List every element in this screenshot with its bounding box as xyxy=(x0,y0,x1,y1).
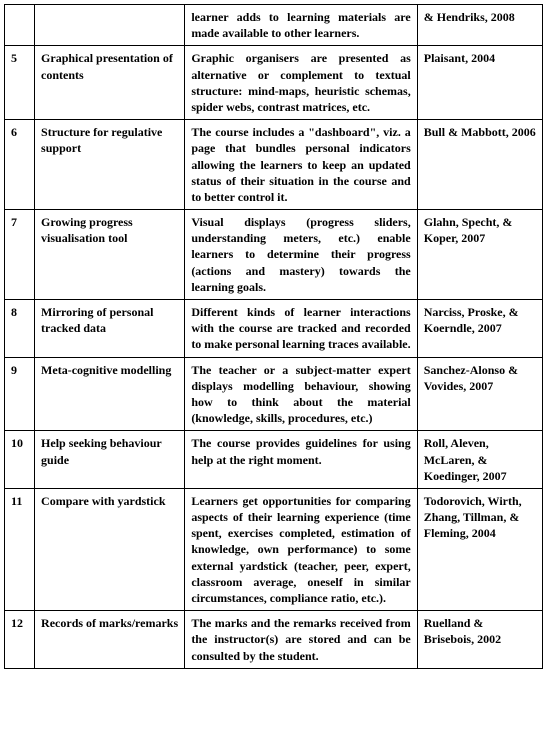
row-reference: Todorovich, Wirth, Zhang, Tillman, & Fle… xyxy=(417,488,542,610)
row-name: Mirroring of personal tracked data xyxy=(35,300,185,358)
table-row: 5 Graphical presentation of contents Gra… xyxy=(5,46,543,120)
row-description: Learners get opportunities for comparing… xyxy=(185,488,417,610)
row-description: The course provides guidelines for using… xyxy=(185,431,417,489)
row-reference: Plaisant, 2004 xyxy=(417,46,542,120)
table-row: 11 Compare with yardstick Learners get o… xyxy=(5,488,543,610)
row-description: Graphic organisers are presented as alte… xyxy=(185,46,417,120)
row-reference: Roll, Aleven, McLaren, & Koedinger, 2007 xyxy=(417,431,542,489)
table-row: 9 Meta-cognitive modelling The teacher o… xyxy=(5,357,543,431)
table-row: 6 Structure for regulative support The c… xyxy=(5,120,543,210)
table-row: 12 Records of marks/remarks The marks an… xyxy=(5,611,543,669)
row-name: Records of marks/remarks xyxy=(35,611,185,669)
row-description: Different kinds of learner interactions … xyxy=(185,300,417,358)
row-description: Visual displays (progress sliders, under… xyxy=(185,210,417,300)
table-row: 7 Growing progress visualisation tool Vi… xyxy=(5,210,543,300)
table-body: learner adds to learning materials are m… xyxy=(5,5,543,669)
table-row: 10 Help seeking behaviour guide The cour… xyxy=(5,431,543,489)
row-number: 11 xyxy=(5,488,35,610)
row-number: 7 xyxy=(5,210,35,300)
row-name: Graphical presentation of contents xyxy=(35,46,185,120)
row-name: Compare with yardstick xyxy=(35,488,185,610)
row-reference: Narciss, Proske, & Koerndle, 2007 xyxy=(417,300,542,358)
row-description: The teacher or a subject-matter expert d… xyxy=(185,357,417,431)
row-number: 6 xyxy=(5,120,35,210)
row-name: Help seeking behaviour guide xyxy=(35,431,185,489)
row-name: Meta-cognitive modelling xyxy=(35,357,185,431)
row-description: The course includes a "dashboard", viz. … xyxy=(185,120,417,210)
table-row: learner adds to learning materials are m… xyxy=(5,5,543,46)
row-description: The marks and the remarks received from … xyxy=(185,611,417,669)
table-row: 8 Mirroring of personal tracked data Dif… xyxy=(5,300,543,358)
row-reference: Sanchez-Alonso & Vovides, 2007 xyxy=(417,357,542,431)
row-description: learner adds to learning materials are m… xyxy=(185,5,417,46)
content-table: learner adds to learning materials are m… xyxy=(4,4,543,669)
row-number: 12 xyxy=(5,611,35,669)
row-reference: Glahn, Specht, & Koper, 2007 xyxy=(417,210,542,300)
row-number: 10 xyxy=(5,431,35,489)
row-name: Growing progress visualisation tool xyxy=(35,210,185,300)
row-name: Structure for regulative support xyxy=(35,120,185,210)
row-number: 8 xyxy=(5,300,35,358)
row-number: 9 xyxy=(5,357,35,431)
row-number: 5 xyxy=(5,46,35,120)
row-reference: Ruelland & Brisebois, 2002 xyxy=(417,611,542,669)
row-reference: Bull & Mabbott, 2006 xyxy=(417,120,542,210)
row-name xyxy=(35,5,185,46)
row-reference: & Hendriks, 2008 xyxy=(417,5,542,46)
row-number xyxy=(5,5,35,46)
